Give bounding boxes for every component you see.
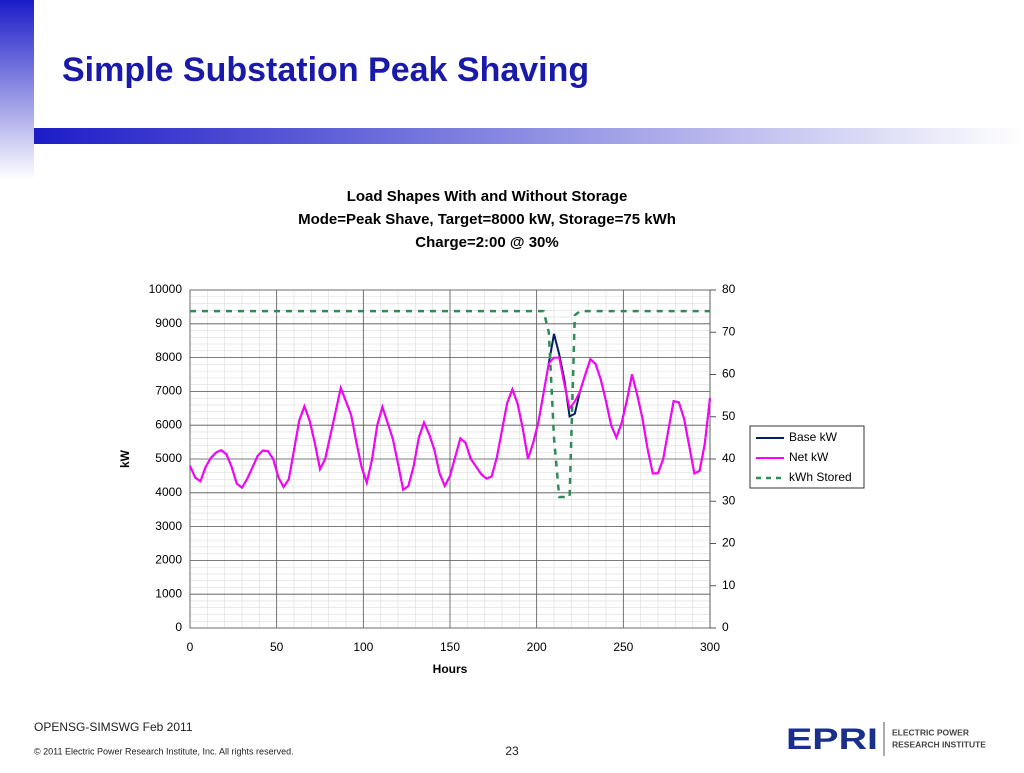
copyright: © 2011 Electric Power Research Institute… — [34, 746, 294, 756]
logo-text: RESEARCH INSTITUTE — [892, 739, 986, 749]
slide-title: Simple Substation Peak Shaving — [62, 51, 589, 89]
legend-label: Net kW — [789, 450, 829, 464]
y2-tick-label: 0 — [722, 620, 729, 634]
y2-tick-label: 60 — [722, 367, 736, 381]
x-tick-label: 50 — [270, 640, 284, 654]
y-tick-label: 0 — [175, 620, 182, 634]
y-tick-label: 1000 — [155, 586, 182, 600]
y-axis-label: kW — [118, 449, 132, 468]
x-tick-label: 150 — [440, 640, 460, 654]
y-tick-label: 2000 — [155, 553, 182, 567]
y-tick-label: 7000 — [155, 384, 182, 398]
chart: Load Shapes With and Without Storage Mode… — [118, 188, 865, 676]
logo: EPRI — [786, 723, 878, 756]
series-line — [189, 356, 711, 492]
y-tick-label: 5000 — [155, 451, 182, 465]
y2-tick-label: 70 — [722, 324, 736, 338]
y2-tick-label: 40 — [722, 451, 736, 465]
side-bar — [0, 0, 34, 180]
series-line — [190, 309, 710, 499]
y2-tick-label: 10 — [722, 578, 736, 592]
footer: OPENSG-SIMSWG Feb 2011 — [34, 720, 193, 734]
x-tick-label: 0 — [187, 640, 194, 654]
y2-tick-label: 80 — [722, 282, 736, 296]
y2-tick-label: 50 — [722, 409, 736, 423]
page-number: 23 — [505, 744, 519, 758]
y2-tick-label: 30 — [722, 493, 736, 507]
x-axis-label: Hours — [433, 662, 468, 676]
x-tick-label: 200 — [527, 640, 547, 654]
legend-label: kWh Stored — [789, 470, 852, 484]
x-tick-label: 250 — [613, 640, 633, 654]
header-bar — [34, 128, 1024, 144]
y-tick-label: 6000 — [155, 417, 182, 431]
y2-tick-label: 20 — [722, 536, 736, 550]
chart-title: Mode=Peak Shave, Target=8000 kW, Storage… — [298, 211, 676, 228]
y-tick-label: 10000 — [149, 282, 183, 296]
y-tick-label: 9000 — [155, 316, 182, 330]
chart-title: Load Shapes With and Without Storage — [347, 188, 628, 205]
logo-text: ELECTRIC POWER — [892, 727, 969, 737]
x-tick-label: 100 — [353, 640, 373, 654]
chart-title: Charge=2:00 @ 30% — [415, 234, 558, 251]
y-tick-label: 4000 — [155, 485, 182, 499]
y-tick-label: 3000 — [155, 519, 182, 533]
legend-label: Base kW — [789, 430, 838, 444]
x-tick-label: 300 — [700, 640, 720, 654]
y-tick-label: 8000 — [155, 350, 182, 364]
